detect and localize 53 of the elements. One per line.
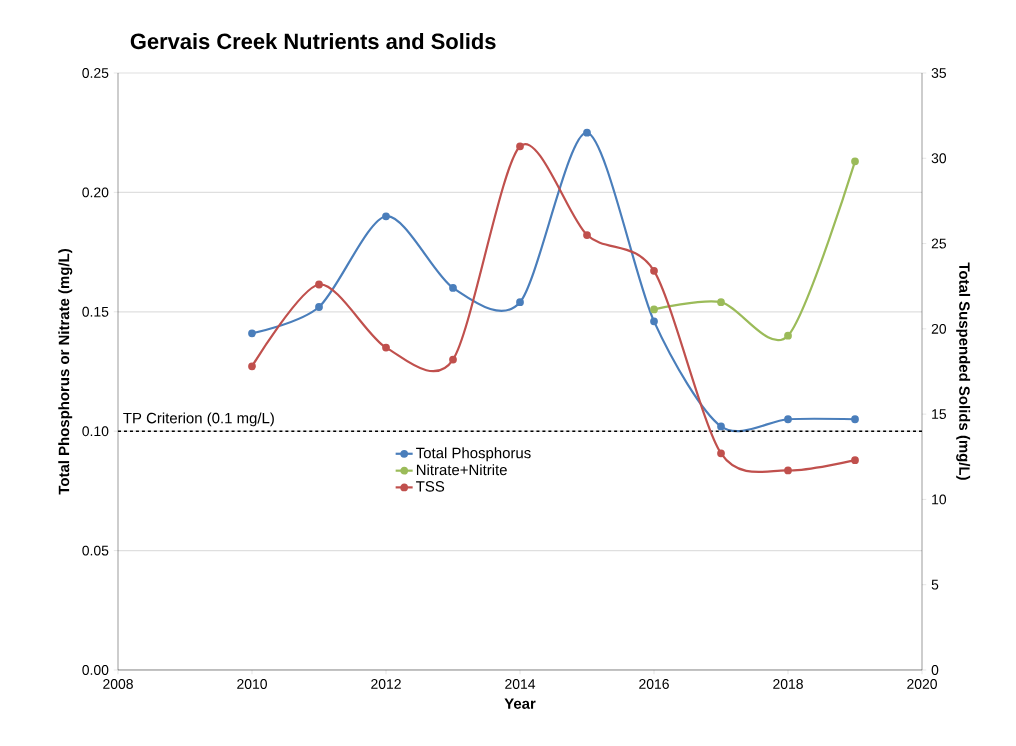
- x-tick-label: 2012: [371, 679, 401, 689]
- legend-label: Total Phosphorus: [416, 447, 531, 462]
- point: [382, 343, 390, 352]
- y-tick-label: 0.05: [82, 545, 109, 556]
- y2-axis-title: Total Suspended Solids (mg/L): [956, 262, 971, 480]
- y-tick-label: 0.20: [82, 187, 109, 198]
- point: [851, 415, 859, 424]
- y2-tick-label: 35: [931, 68, 947, 78]
- y-tick-label: 0.25: [82, 68, 109, 78]
- point: [650, 317, 658, 326]
- x-tick-label: 2020: [907, 679, 937, 689]
- point: [516, 142, 524, 151]
- point: [784, 331, 792, 340]
- point: [717, 449, 725, 458]
- point: [449, 355, 457, 364]
- y2-tick-label: 10: [932, 494, 947, 505]
- legend-label: TSS: [416, 481, 445, 492]
- y2-tick-label: 30: [931, 153, 947, 164]
- x-tick-label: 2018: [773, 679, 803, 689]
- point: [784, 466, 792, 475]
- y2-tick-label: 20: [931, 323, 947, 334]
- point: [315, 280, 323, 289]
- point: [717, 298, 725, 307]
- y2-tick-label: 5: [931, 579, 939, 590]
- y2-tick-label: 15: [932, 409, 947, 419]
- y2-tick-label: 25: [931, 238, 947, 249]
- y-tick-label: 0.10: [82, 426, 109, 437]
- legend-label: Nitrate+Nitrite: [416, 464, 507, 476]
- y-axis-title: Total Phosphorus or Nitrate (mg/L): [58, 249, 73, 495]
- x-tick-label: 2010: [237, 679, 267, 689]
- point: [717, 422, 725, 431]
- x-tick-label: 2016: [639, 679, 669, 689]
- x-tick-label: 2008: [103, 679, 133, 689]
- point: [583, 128, 591, 137]
- point: [248, 362, 256, 371]
- x-tick-label: 2014: [505, 679, 536, 689]
- x-axis-title: Year: [504, 698, 536, 709]
- point: [851, 456, 859, 465]
- y2-tick-label: 0: [931, 665, 939, 675]
- point: [583, 231, 591, 239]
- point: [449, 284, 457, 292]
- point: [315, 303, 323, 311]
- y-tick-label: 0.00: [82, 665, 109, 675]
- point: [248, 329, 256, 338]
- point: [851, 157, 859, 166]
- y-tick-label: 0.15: [82, 306, 109, 317]
- chart-title: Gervais Creek Nutrients and Solids: [130, 33, 496, 50]
- ref-line-label: TP Criterion (0.1 mg/L): [123, 412, 274, 427]
- point: [382, 212, 390, 221]
- point: [516, 298, 524, 307]
- point: [784, 415, 792, 424]
- point: [650, 266, 658, 275]
- point: [650, 305, 658, 314]
